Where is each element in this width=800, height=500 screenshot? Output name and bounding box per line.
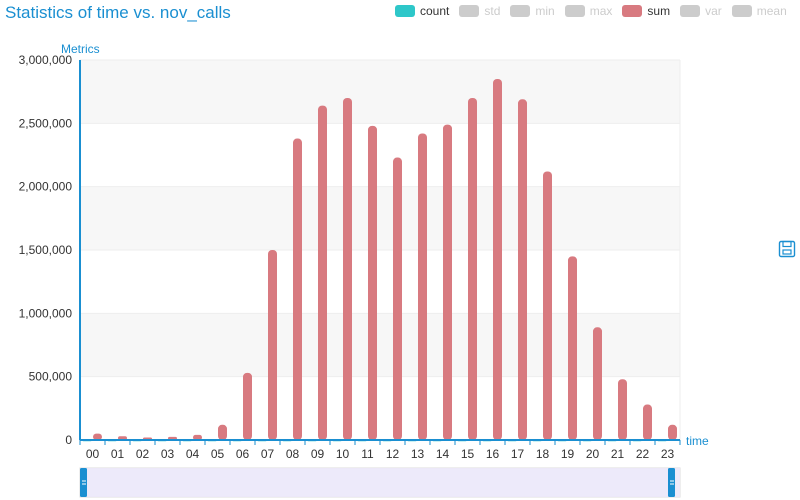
legend-swatch-sum [622,5,643,17]
bar-sum-19[interactable] [568,256,577,440]
legend: count std min max sum var mean [395,4,797,18]
y-tick-label: 2,500,000 [19,116,73,130]
bar-sum-00[interactable] [93,433,102,440]
y-tick-label: 1,500,000 [19,243,73,257]
legend-swatch-count [395,5,415,17]
grid-band [80,313,680,377]
x-tick-label: 19 [561,447,575,461]
bar-sum-12[interactable] [393,157,402,441]
legend-swatch-std [459,5,480,17]
x-tick-label: 05 [211,447,225,461]
legend-item-std[interactable]: std [459,4,500,18]
legend-item-min[interactable]: min [510,4,555,18]
x-tick-label: 02 [136,447,150,461]
grid-band [80,123,680,187]
x-tick-label: 18 [536,447,550,461]
grid-band [80,250,680,314]
x-tick-label: 23 [661,447,675,461]
bar-sum-20[interactable] [593,327,602,440]
legend-item-var[interactable]: var [680,4,722,18]
x-tick-label: 20 [586,447,600,461]
x-tick-label: 04 [186,447,200,461]
legend-item-sum[interactable]: sum [622,4,670,18]
datazoom-slider[interactable] [79,467,681,498]
x-tick-label: 08 [286,447,300,461]
y-tick-label: 500,000 [29,370,73,384]
legend-label-std: std [484,4,501,18]
x-tick-label: 11 [361,447,374,461]
legend-swatch-max [564,5,585,17]
x-tick-label: 15 [461,447,475,461]
legend-swatch-min [510,5,531,17]
legend-item-max[interactable]: max [564,4,613,18]
x-tick-label: 06 [236,447,250,461]
x-tick-label: 01 [111,447,125,461]
legend-label-mean: mean [756,4,787,18]
grid-band [80,186,680,250]
bar-sum-04[interactable] [193,434,202,440]
bar-sum-18[interactable] [543,171,552,440]
bar-sum-23[interactable] [668,424,677,440]
bar-sum-14[interactable] [443,124,452,440]
y-tick-label: 0 [65,433,72,447]
x-tick-label: 17 [511,447,525,461]
bar-sum-05[interactable] [218,424,227,440]
legend-item-mean[interactable]: mean [731,4,787,18]
legend-label-count: count [420,4,450,18]
x-axis-label: time [686,434,709,448]
bar-sum-10[interactable] [343,98,352,440]
x-tick-label: 00 [86,447,100,461]
x-tick-label: 09 [311,447,325,461]
legend-label-var: var [705,4,722,18]
legend-swatch-var [680,5,701,17]
grid-band [80,60,680,124]
x-tick-label: 13 [411,447,425,461]
datazoom-handle-right[interactable] [668,468,675,497]
legend-swatch-mean [731,5,752,17]
bar-sum-16[interactable] [493,79,502,440]
y-tick-label: 2,000,000 [19,180,73,194]
bar-sum-06[interactable] [243,372,252,440]
legend-label-min: min [535,4,555,18]
bar-sum-15[interactable] [468,98,477,440]
x-tick-label: 12 [386,447,400,461]
legend-label-max: max [589,4,613,18]
save-icon[interactable] [778,240,796,258]
chart-title: Statistics of time vs. nov_calls [5,3,231,22]
bar-sum-07[interactable] [268,250,277,440]
bar-sum-13[interactable] [418,133,427,440]
legend-label-sum: sum [647,4,671,18]
x-tick-label: 07 [261,447,275,461]
x-tick-label: 14 [436,447,450,461]
grid-band [80,376,680,440]
x-tick-label: 03 [161,447,175,461]
bar-sum-22[interactable] [643,404,652,440]
legend-item-count[interactable]: count [395,4,449,18]
bar-sum-17[interactable] [518,99,527,441]
x-tick-label: 16 [486,447,500,461]
bar-sum-08[interactable] [293,138,302,441]
x-tick-label: 21 [611,447,625,461]
y-axis-label: Metrics [61,42,100,56]
bar-sum-21[interactable] [618,379,627,440]
datazoom-window[interactable] [80,468,680,497]
bar-sum-11[interactable] [368,125,377,440]
x-tick-label: 22 [636,447,650,461]
y-tick-label: 3,000,000 [19,53,73,67]
y-tick-label: 1,000,000 [19,306,73,320]
datazoom-handle-left[interactable] [80,468,87,497]
x-tick-label: 10 [336,447,350,461]
bar-sum-09[interactable] [318,105,327,440]
